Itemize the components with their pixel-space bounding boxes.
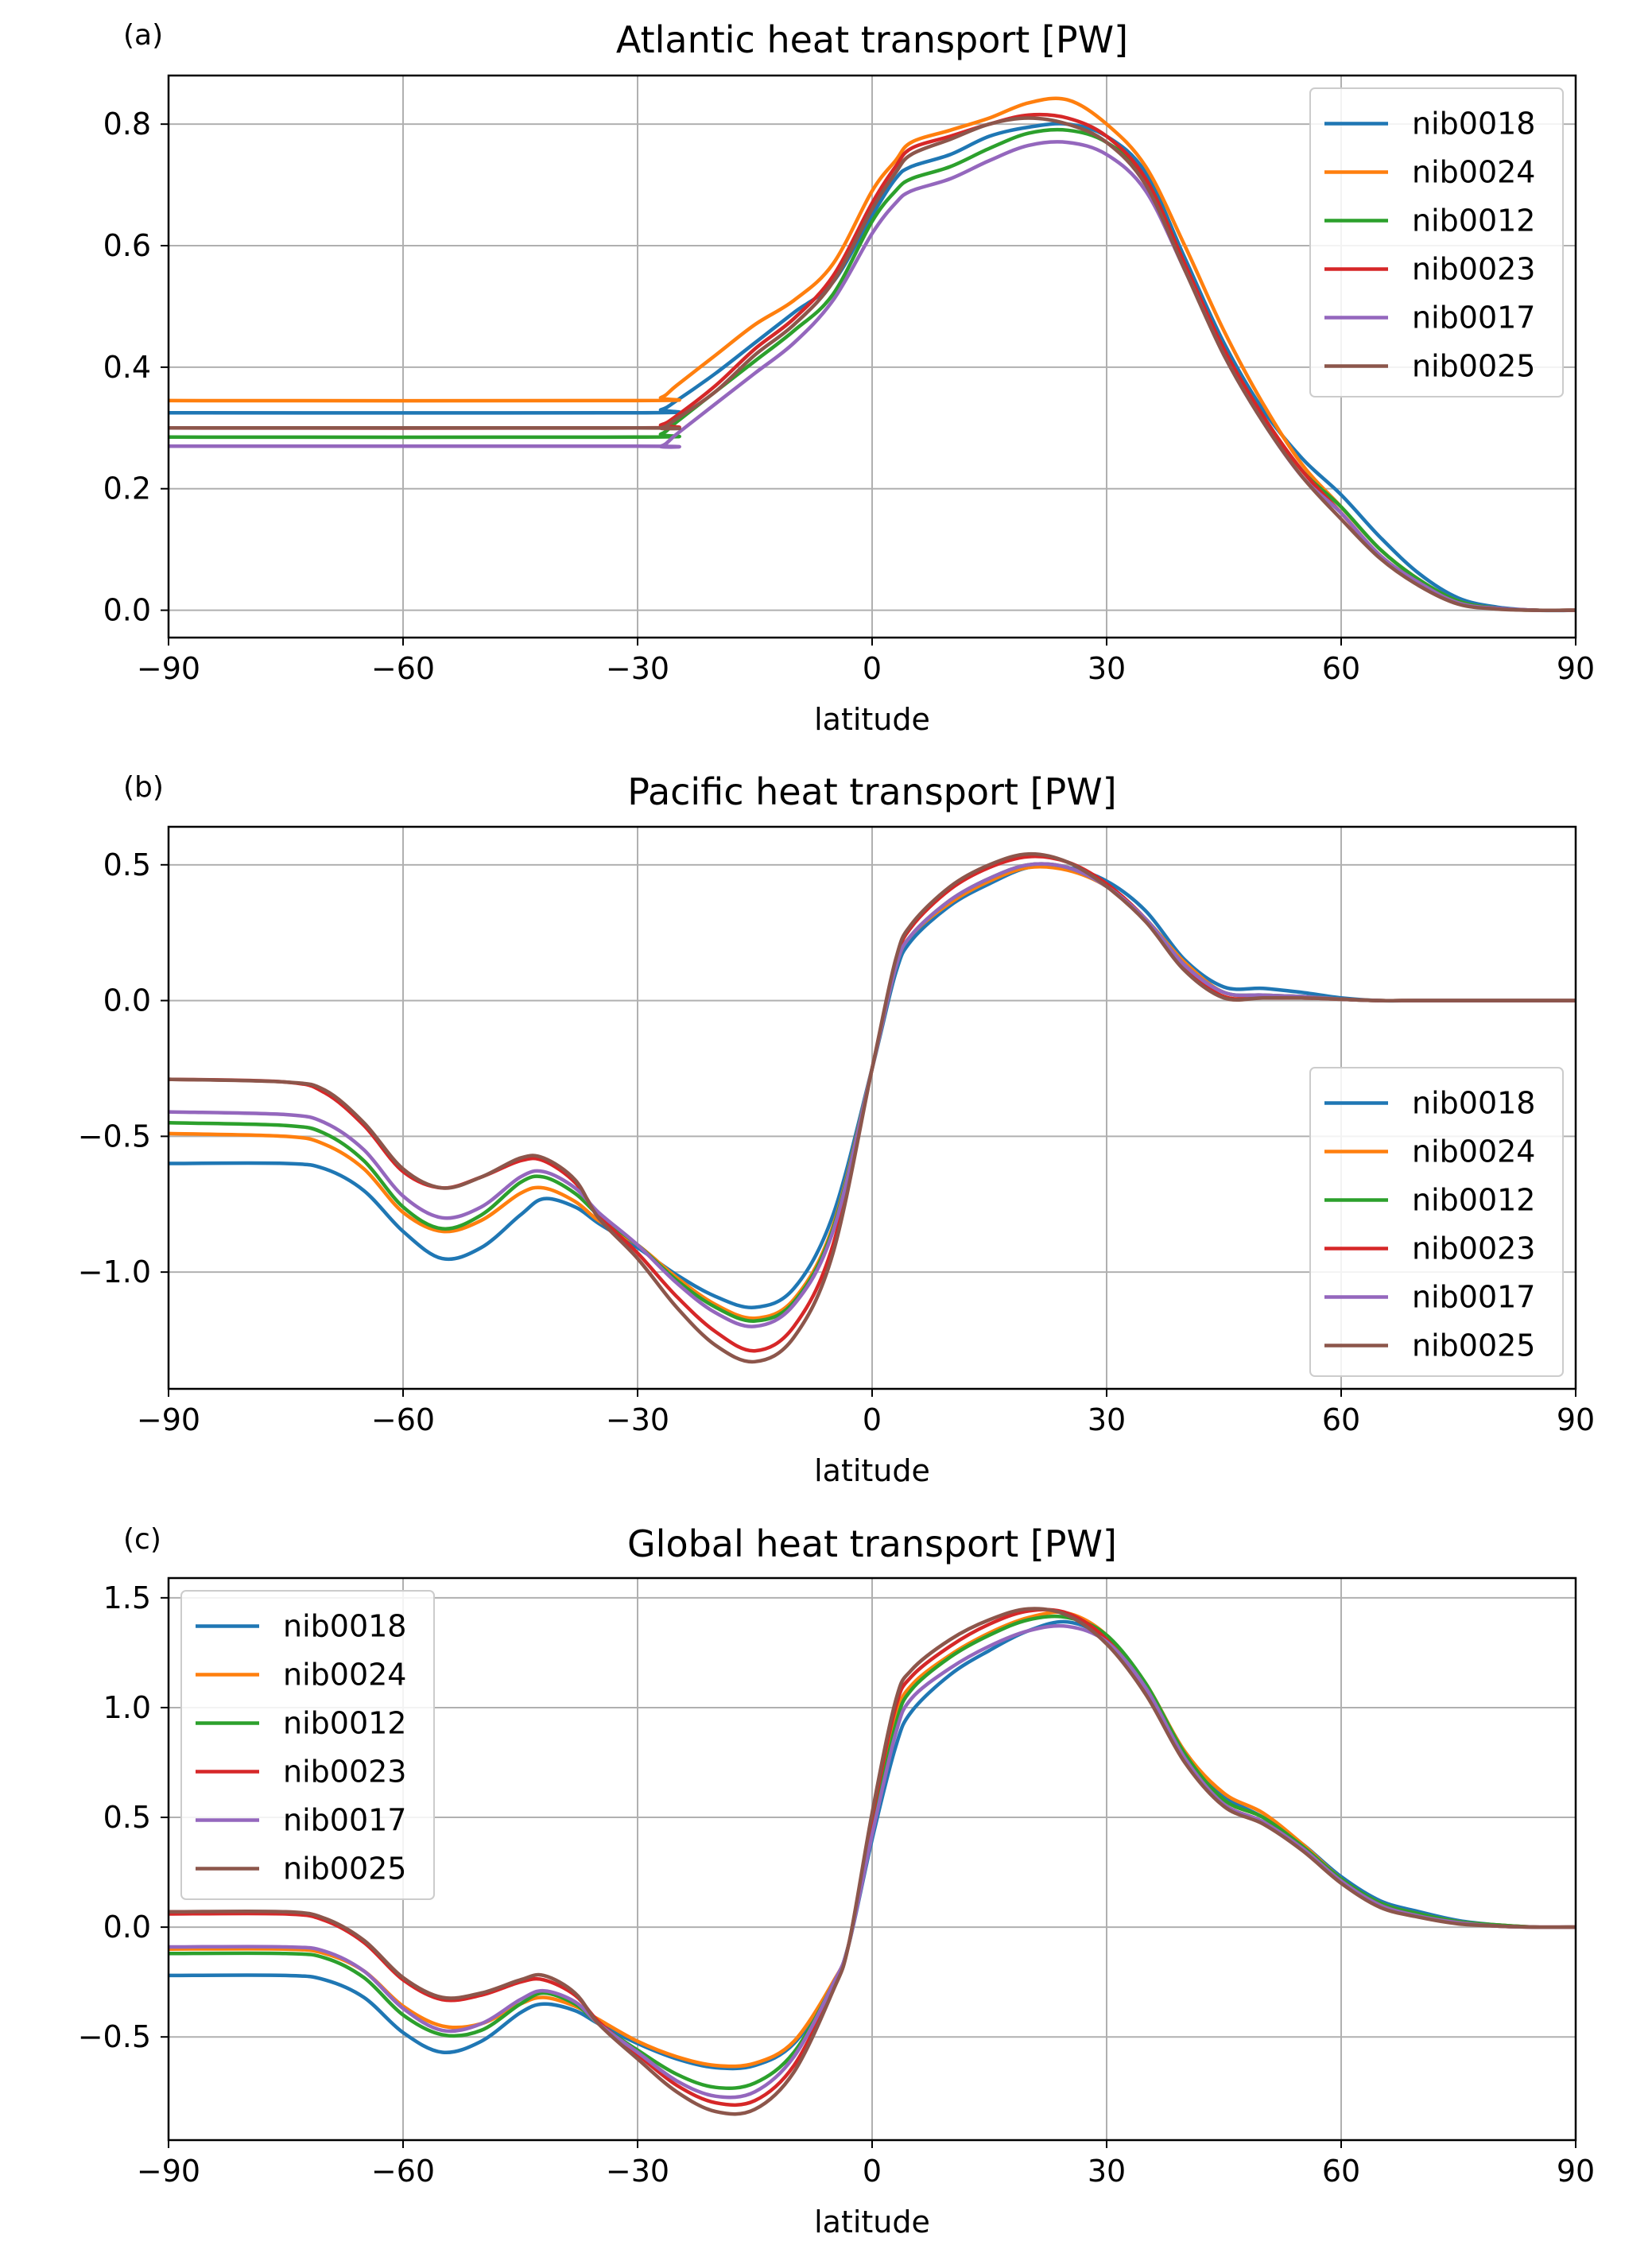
y-tick-label: 0.0	[103, 593, 151, 628]
x-tick-label: 0	[863, 651, 882, 686]
y-tick-label: 0.4	[103, 350, 151, 385]
legend-label: nib0018	[1412, 1086, 1535, 1121]
series-lines	[169, 851, 1576, 1364]
x-tick-label: −60	[371, 1402, 435, 1437]
series-lines	[169, 1607, 1576, 2116]
legend-label: nib0024	[1412, 155, 1535, 190]
legend: nib0018 nib0024 nib0012 nib0023 nib0017 nib00…	[180, 1590, 435, 1900]
x-tick-label: −30	[606, 2154, 669, 2189]
x-tick-label: −60	[371, 651, 435, 686]
legend-label: nib0023	[1412, 1231, 1535, 1266]
x-tick-label: 90	[1557, 1402, 1595, 1437]
series-line-nib0025	[169, 851, 1576, 1364]
panel-label: (a)	[123, 19, 163, 52]
legend-label: nib0025	[283, 1852, 406, 1887]
y-tick-label: 0.5	[103, 1800, 151, 1835]
legend-label: nib0012	[283, 1706, 406, 1741]
series-line-nib0025	[169, 116, 1576, 612]
legend-box	[1309, 87, 1564, 397]
x-tick-label: 90	[1557, 651, 1595, 686]
series-line-nib0025	[169, 1607, 1576, 2116]
y-tick-label: −0.5	[78, 2019, 151, 2054]
x-tick-label: 30	[1088, 1402, 1126, 1437]
legend-label: nib0018	[1412, 107, 1535, 142]
x-tick-label: −30	[606, 651, 669, 686]
panel-atlantic: (a) Atlantic heat transport [PW] latitud…	[103, 18, 1596, 737]
y-tick-label: 0.2	[103, 471, 151, 506]
x-tick-label: −30	[606, 1402, 669, 1437]
legend-label: nib0025	[1412, 1328, 1535, 1363]
legend-label: nib0017	[283, 1803, 406, 1838]
legend-box	[1309, 1067, 1564, 1377]
legend: nib0018 nib0024 nib0012 nib0023 nib0017 nib00…	[1309, 87, 1564, 397]
x-axis-label: latitude	[814, 1453, 930, 1488]
x-tick-label: −90	[137, 2154, 200, 2189]
x-tick-label: 60	[1322, 1402, 1360, 1437]
x-tick-label: −60	[371, 2154, 435, 2189]
y-tick-label: −0.5	[78, 1119, 151, 1154]
y-tick-label: 1.0	[103, 1690, 151, 1725]
x-axis-label: latitude	[814, 2205, 930, 2239]
series-lines	[169, 96, 1576, 613]
y-tick-label: 0.5	[103, 847, 151, 882]
chart-title: Pacific heat transport [PW]	[627, 770, 1116, 813]
x-tick-label: 60	[1322, 2154, 1360, 2189]
panel-label: (c)	[123, 1523, 161, 1556]
panel-pacific: (b) Pacific heat transport [PW] latitude…	[78, 770, 1595, 1488]
legend-label: nib0024	[283, 1658, 406, 1693]
x-axis-label: latitude	[814, 702, 930, 737]
x-tick-label: −90	[137, 1402, 200, 1437]
chart-title: Global heat transport [PW]	[627, 1522, 1117, 1565]
x-tick-label: 0	[863, 2154, 882, 2189]
x-tick-label: 30	[1088, 651, 1126, 686]
series-line-nib0017	[169, 140, 1576, 613]
legend-label: nib0017	[1412, 1280, 1535, 1315]
panel-global: (c) Global heat transport [PW] latitude …	[78, 1522, 1595, 2239]
y-tick-label: −1.0	[78, 1254, 151, 1289]
y-tick-label: 0.8	[103, 107, 151, 142]
x-tick-label: 0	[863, 1402, 882, 1437]
legend-box	[180, 1590, 435, 1900]
legend: nib0018 nib0024 nib0012 nib0023 nib0017 nib00…	[1309, 1067, 1564, 1377]
x-tick-label: 90	[1557, 2154, 1595, 2189]
x-tick-label: −90	[137, 651, 200, 686]
y-tick-label: 0.0	[103, 983, 151, 1018]
y-tick-label: 0.0	[103, 1910, 151, 1945]
series-line-nib0012	[169, 127, 1576, 613]
x-tick-label: 30	[1088, 2154, 1126, 2189]
chart-title: Atlantic heat transport [PW]	[616, 18, 1128, 61]
panel-label: (b)	[123, 771, 164, 804]
legend-label: nib0017	[1412, 301, 1535, 335]
y-tick-label: 1.5	[103, 1580, 151, 1615]
legend-label: nib0023	[1412, 252, 1535, 287]
legend-label: nib0024	[1412, 1134, 1535, 1169]
legend-label: nib0025	[1412, 349, 1535, 384]
x-tick-label: 60	[1322, 651, 1360, 686]
legend-label: nib0012	[1412, 1183, 1535, 1218]
legend-label: nib0018	[283, 1609, 406, 1644]
legend-label: nib0012	[1412, 204, 1535, 238]
legend-label: nib0023	[283, 1755, 406, 1790]
y-tick-label: 0.6	[103, 228, 151, 263]
